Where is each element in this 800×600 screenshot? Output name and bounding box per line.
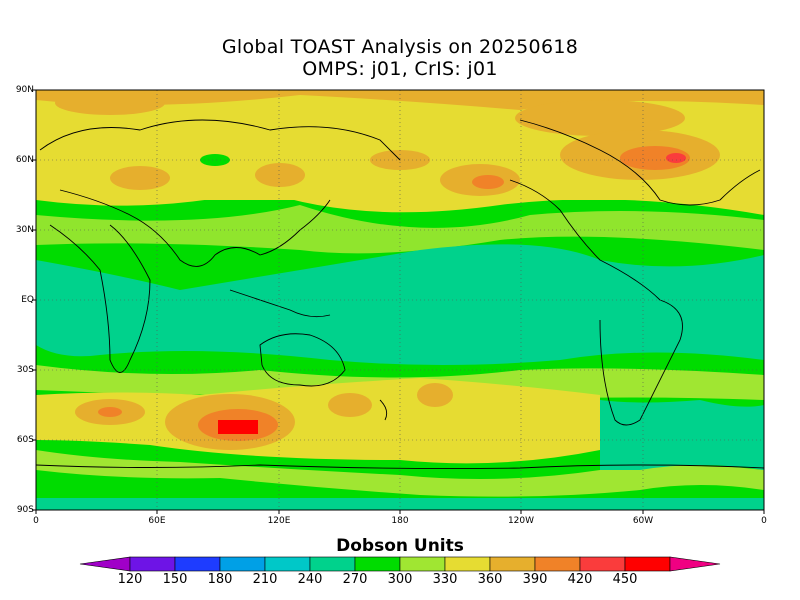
colorbar-arrow-low [79, 556, 131, 572]
ozone-band-south [36, 378, 600, 464]
coastlines [36, 119, 764, 470]
colorbar-swatch [264, 556, 311, 572]
colorbar-swatch [624, 556, 671, 572]
lat-label-eq: EQ [21, 295, 34, 305]
lon-label-120e: 120E [267, 516, 291, 526]
lon-label-60e: 60E [148, 516, 166, 526]
colorbar [79, 556, 721, 572]
lat-label-60n: 60N [15, 155, 34, 165]
colorbar-tick-label: 180 [207, 572, 233, 587]
colorbar-tick-label: 210 [252, 572, 278, 587]
lat-label-90n: 90N [15, 85, 34, 95]
lon-label-0-west: 0 [33, 516, 39, 526]
lat-label-30n: 30N [15, 225, 34, 235]
colorbar-swatch [129, 556, 176, 572]
ozone-band-tropics [36, 244, 764, 365]
lon-label-120w: 120W [507, 516, 535, 526]
colorbar-tick-label: 240 [297, 572, 323, 587]
colorbar-arrow-high [669, 556, 721, 572]
colorbar-swatch [309, 556, 356, 572]
colorbar-swatch [174, 556, 221, 572]
colorbar-tick-label: 390 [522, 572, 548, 587]
lat-label-30s: 30S [16, 365, 34, 375]
colorbar-swatch [219, 556, 266, 572]
colorbar-swatch [354, 556, 401, 572]
lat-label-60s: 60S [16, 435, 34, 445]
colorbar-swatch [534, 556, 581, 572]
colorbar-swatch [579, 556, 626, 572]
colorbar-tick-label: 360 [477, 572, 503, 587]
lon-label-180: 180 [391, 516, 409, 526]
colorbar-tick-label: 150 [162, 572, 188, 587]
colorbar-tick-label: 120 [117, 572, 143, 587]
lat-label-90s: 90S [16, 505, 34, 515]
colorbar-tick-label: 420 [567, 572, 593, 587]
colorbar-swatch [444, 556, 491, 572]
colorbar-swatch [489, 556, 536, 572]
graticule [36, 90, 764, 510]
map-subtitle: OMPS: j01, CrIS: j01 [302, 58, 498, 80]
lon-label-60w: 60W [632, 516, 654, 526]
map-title: Global TOAST Analysis on 20250618 [221, 36, 579, 58]
colorbar-tick-label: 270 [342, 572, 368, 587]
colorbar-swatch [399, 556, 446, 572]
lon-label-0-east: 0 [761, 516, 767, 526]
colorbar-tick-label: 450 [612, 572, 638, 587]
colorbar-title: Dobson Units [336, 536, 464, 556]
colorbar-tick-label: 300 [387, 572, 413, 587]
colorbar-tick-label: 330 [432, 572, 458, 587]
